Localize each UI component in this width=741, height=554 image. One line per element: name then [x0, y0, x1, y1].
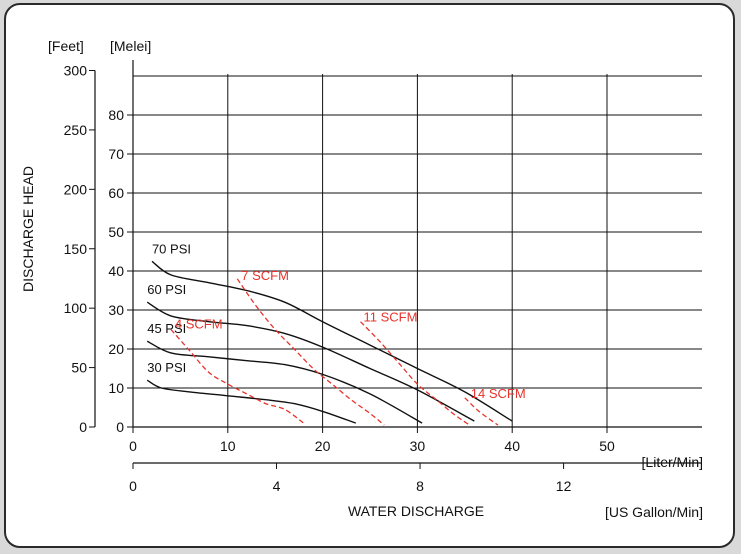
series-line-45-psi — [146, 340, 423, 424]
feet-unit-label: [Feet] — [48, 38, 84, 54]
meter-tick-label: 10 — [108, 380, 124, 396]
series-line-30-psi — [146, 379, 357, 424]
grid — [133, 74, 702, 427]
series-line-70-psi — [151, 260, 513, 422]
series-label-45-psi: 45 PSI — [147, 321, 186, 336]
meter-tick-label: 70 — [108, 146, 124, 162]
feet-tick-label: 250 — [64, 122, 88, 138]
gallon-tick-label: 12 — [556, 478, 572, 494]
gallon-tick-label: 0 — [129, 478, 137, 494]
series-label-60-psi: 60 PSI — [147, 282, 186, 297]
meter-tick-label: 30 — [108, 302, 124, 318]
gallon-unit-label: [US Gallon/Min] — [605, 504, 703, 520]
liter-tick-label: 10 — [220, 438, 236, 454]
feet-tick-label: 150 — [64, 241, 88, 257]
liter-tick-label: 30 — [410, 438, 426, 454]
series-label-30-psi: 30 PSI — [147, 360, 186, 375]
series-lines — [146, 260, 513, 426]
meter-tick-label: 20 — [108, 341, 124, 357]
liter-unit-label: [Liter/Min] — [642, 454, 703, 470]
series-label-14-scfm: 14 SCFM — [471, 386, 526, 401]
meter-tick-label: 60 — [108, 185, 124, 201]
meter-tick-label: 80 — [108, 107, 124, 123]
series-label-11-scfm: 11 SCFM — [364, 310, 418, 325]
gallon-tick-label: 8 — [416, 478, 424, 494]
axes — [89, 60, 702, 469]
meter-unit-label: [Melei] — [110, 38, 151, 54]
feet-tick-label: 200 — [64, 181, 88, 197]
liter-tick-label: 0 — [129, 438, 137, 454]
liter-tick-label: 50 — [599, 438, 615, 454]
series-line-11-scfm — [360, 321, 470, 426]
series-label-4-scfm: 4 SCFM — [175, 317, 223, 332]
meter-tick-label: 40 — [108, 263, 124, 279]
series-line-60-psi — [146, 301, 475, 422]
series-label-7-scfm: 7 SCFM — [241, 268, 289, 283]
series-line-14-scfm — [464, 397, 499, 426]
y-axis-title: DISCHARGE HEAD — [20, 166, 36, 292]
meter-tick-label: 0 — [116, 419, 124, 435]
feet-tick-label: 50 — [71, 360, 87, 376]
chart-frame: 0 10 20 30 40 50 60 70 80 0 50 100 150 200 250 300 0 10 20… — [4, 3, 735, 548]
liter-tick-label: 20 — [315, 438, 331, 454]
series-label-70-psi: 70 PSI — [152, 241, 191, 256]
series-line-4-scfm — [170, 329, 304, 424]
feet-tick-label: 0 — [79, 419, 87, 435]
series-line-7-scfm — [236, 278, 385, 426]
feet-tick-label: 300 — [64, 63, 88, 79]
feet-tick-label: 100 — [64, 300, 88, 316]
liter-tick-label: 40 — [504, 438, 520, 454]
meter-tick-label: 50 — [108, 224, 124, 240]
gallon-tick-label: 4 — [273, 478, 281, 494]
x-axis-title: WATER DISCHARGE — [348, 503, 484, 519]
